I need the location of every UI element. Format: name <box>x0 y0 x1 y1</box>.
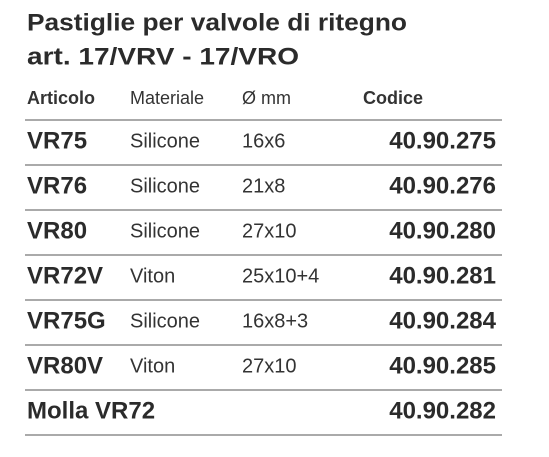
article-cell: VR76 <box>27 172 87 199</box>
article-cell: VR72V <box>27 262 103 289</box>
article-cell: VR80 <box>27 217 87 244</box>
article-cell: VR80V <box>27 352 103 379</box>
article-cell: VR75 <box>27 127 87 154</box>
code-cell: 40.90.284 <box>389 307 496 334</box>
article-cell: VR75G <box>27 307 106 334</box>
code-cell: 40.90.282 <box>389 397 496 424</box>
cell: 27x10 <box>242 355 297 377</box>
column-header: Materiale <box>130 88 204 108</box>
cell: 16x6 <box>242 130 285 152</box>
cell: Silicone <box>130 310 200 332</box>
cell: Viton <box>130 355 175 377</box>
code-cell: 40.90.285 <box>389 352 496 379</box>
code-cell: 40.90.281 <box>389 262 496 289</box>
column-header: Codice <box>363 88 423 108</box>
title-line: art. 17/VRV - 17/VRO <box>27 43 299 70</box>
column-header: Articolo <box>27 88 95 108</box>
code-cell: 40.90.275 <box>389 127 496 154</box>
cell: Viton <box>130 265 175 287</box>
cell: 25x10+4 <box>242 265 319 287</box>
cell: Silicone <box>130 175 200 197</box>
code-cell: 40.90.276 <box>389 172 496 199</box>
cell: Silicone <box>130 220 200 242</box>
cell: Silicone <box>130 130 200 152</box>
article-cell: Molla VR72 <box>27 397 155 424</box>
code-cell: 40.90.280 <box>389 217 496 244</box>
cell: 27x10 <box>242 220 297 242</box>
cell: 16x8+3 <box>242 310 308 332</box>
title-line: Pastiglie per valvole di ritegno <box>27 9 407 36</box>
column-header: Ø mm <box>242 88 291 108</box>
cell: 21x8 <box>242 175 285 197</box>
